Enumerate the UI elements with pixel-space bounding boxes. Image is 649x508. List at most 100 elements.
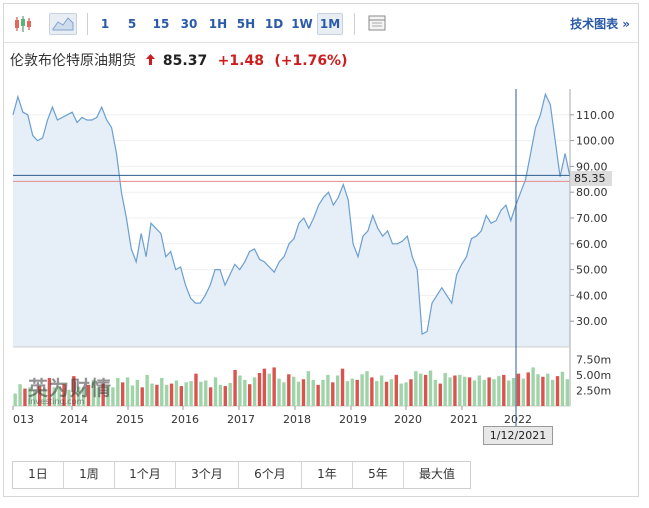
volume-bar bbox=[208, 387, 213, 406]
volume-bar bbox=[453, 375, 457, 406]
volume-bar bbox=[282, 382, 286, 406]
volume-bar bbox=[135, 379, 140, 406]
x-tick-label: 2022 bbox=[504, 413, 532, 426]
volume-bar bbox=[375, 381, 379, 406]
volume-bar bbox=[125, 377, 130, 406]
volume-bar bbox=[389, 379, 394, 406]
volume-bar bbox=[106, 385, 110, 406]
y-tick-label: 110.00 bbox=[576, 109, 615, 122]
volume-bar bbox=[233, 369, 237, 406]
y-tick-label: 60.00 bbox=[576, 238, 608, 251]
volume-bar bbox=[458, 374, 462, 406]
volume-bar bbox=[355, 379, 359, 406]
y-tick-label: 80.00 bbox=[576, 186, 608, 199]
range-5-year[interactable]: 5年 bbox=[353, 462, 404, 488]
area-chart-icon[interactable] bbox=[49, 13, 77, 35]
volume-bar bbox=[331, 382, 335, 406]
instrument-name: 伦敦布伦特原油期货 bbox=[10, 53, 136, 69]
volume-bar bbox=[257, 373, 262, 406]
volume-bar bbox=[511, 378, 516, 406]
volume-bar bbox=[130, 385, 135, 406]
volume-bar bbox=[52, 387, 56, 406]
volume-bar bbox=[345, 381, 350, 406]
volume-bar bbox=[101, 383, 105, 406]
volume-bar bbox=[252, 377, 257, 406]
x-tick-label: 2015 bbox=[116, 413, 144, 426]
range-6-month[interactable]: 6个月 bbox=[239, 462, 302, 488]
volume-bar bbox=[409, 379, 413, 406]
price-line bbox=[12, 92, 571, 336]
watermark-subtext: Investing.com bbox=[28, 397, 85, 406]
volume-bar bbox=[86, 384, 91, 406]
volume-bar bbox=[487, 377, 491, 406]
volume-bar bbox=[116, 378, 120, 406]
y-tick-label: 40.00 bbox=[576, 289, 608, 302]
volume-bar bbox=[541, 376, 545, 406]
volume-bar bbox=[155, 384, 159, 406]
volume-bar bbox=[360, 374, 364, 406]
volume-bar bbox=[243, 379, 247, 406]
volume-bar bbox=[296, 381, 301, 406]
volume-tick-label: 7.50m bbox=[576, 353, 611, 366]
volume-bar bbox=[316, 384, 320, 406]
chart-toolbar: 1 5 15 30 1H 5H 1D 1W 1M 技术图表 » bbox=[4, 4, 638, 43]
interval-1d[interactable]: 1D bbox=[264, 17, 284, 31]
volume-bar bbox=[472, 380, 477, 406]
range-3-month[interactable]: 3个月 bbox=[176, 462, 239, 488]
interval-1w[interactable]: 1W bbox=[291, 17, 313, 31]
x-tick-label: 2018 bbox=[283, 413, 311, 426]
volume-bar bbox=[546, 373, 550, 406]
volume-bar bbox=[140, 387, 144, 406]
up-arrow-icon bbox=[146, 50, 156, 72]
range-1-week[interactable]: 1周 bbox=[64, 462, 115, 488]
volume-bar bbox=[37, 386, 42, 406]
y-tick-label: 30.00 bbox=[576, 315, 608, 328]
interval-1[interactable]: 1 bbox=[100, 17, 110, 31]
volume-bar bbox=[423, 374, 428, 406]
volume-bar bbox=[272, 367, 276, 406]
volume-bar bbox=[47, 378, 52, 406]
volume-bar bbox=[223, 386, 227, 406]
volume-bar bbox=[96, 387, 100, 406]
volume-bar bbox=[145, 374, 149, 406]
volume-bar bbox=[28, 387, 32, 406]
volume-bar bbox=[150, 383, 154, 406]
range-1-month[interactable]: 1个月 bbox=[115, 462, 176, 488]
range-max[interactable]: 最大值 bbox=[418, 467, 455, 481]
volume-bar bbox=[77, 386, 81, 406]
volume-bar bbox=[443, 373, 447, 406]
volume-bar bbox=[228, 382, 232, 406]
interval-5h[interactable]: 5H bbox=[236, 17, 256, 31]
volume-bar bbox=[350, 378, 355, 406]
interval-30[interactable]: 30 bbox=[180, 17, 198, 31]
interval-5[interactable]: 5 bbox=[127, 17, 137, 31]
volume-bar bbox=[555, 376, 560, 406]
crosshair-date-label: 1/12/2021 bbox=[483, 426, 553, 445]
x-tick-label: 2021 bbox=[450, 413, 478, 426]
range-1-year[interactable]: 1年 bbox=[302, 462, 353, 488]
volume-bar bbox=[492, 379, 496, 406]
range-1-day[interactable]: 1日 bbox=[13, 462, 64, 488]
price-area bbox=[13, 94, 570, 347]
technical-chart-link[interactable]: 技术图表 » bbox=[570, 17, 630, 31]
volume-tick-label: 5.00m bbox=[576, 369, 611, 382]
volume-bar bbox=[204, 380, 208, 406]
price-change: +1.48 bbox=[217, 53, 264, 69]
volume-bar bbox=[111, 387, 115, 406]
volume-bar bbox=[467, 377, 472, 406]
interval-1h[interactable]: 1H bbox=[208, 17, 228, 31]
volume-bar bbox=[13, 393, 17, 406]
current-price-tag: 85.35 bbox=[571, 171, 612, 186]
date-range-selector: 1日 1周 1个月 3个月 6个月 1年 5年 最大值 bbox=[12, 461, 471, 489]
candlestick-chart-icon[interactable] bbox=[12, 13, 34, 35]
interval-15[interactable]: 15 bbox=[152, 17, 170, 31]
volume-bar bbox=[169, 383, 174, 406]
volume-bar bbox=[262, 368, 267, 406]
volume-bar bbox=[414, 371, 418, 406]
volume-bar bbox=[248, 384, 252, 406]
interval-1m[interactable]: 1M bbox=[317, 13, 343, 35]
volume-bar bbox=[506, 380, 511, 406]
y-tick-label: 90.00 bbox=[576, 160, 608, 173]
table-view-icon[interactable] bbox=[366, 13, 388, 35]
